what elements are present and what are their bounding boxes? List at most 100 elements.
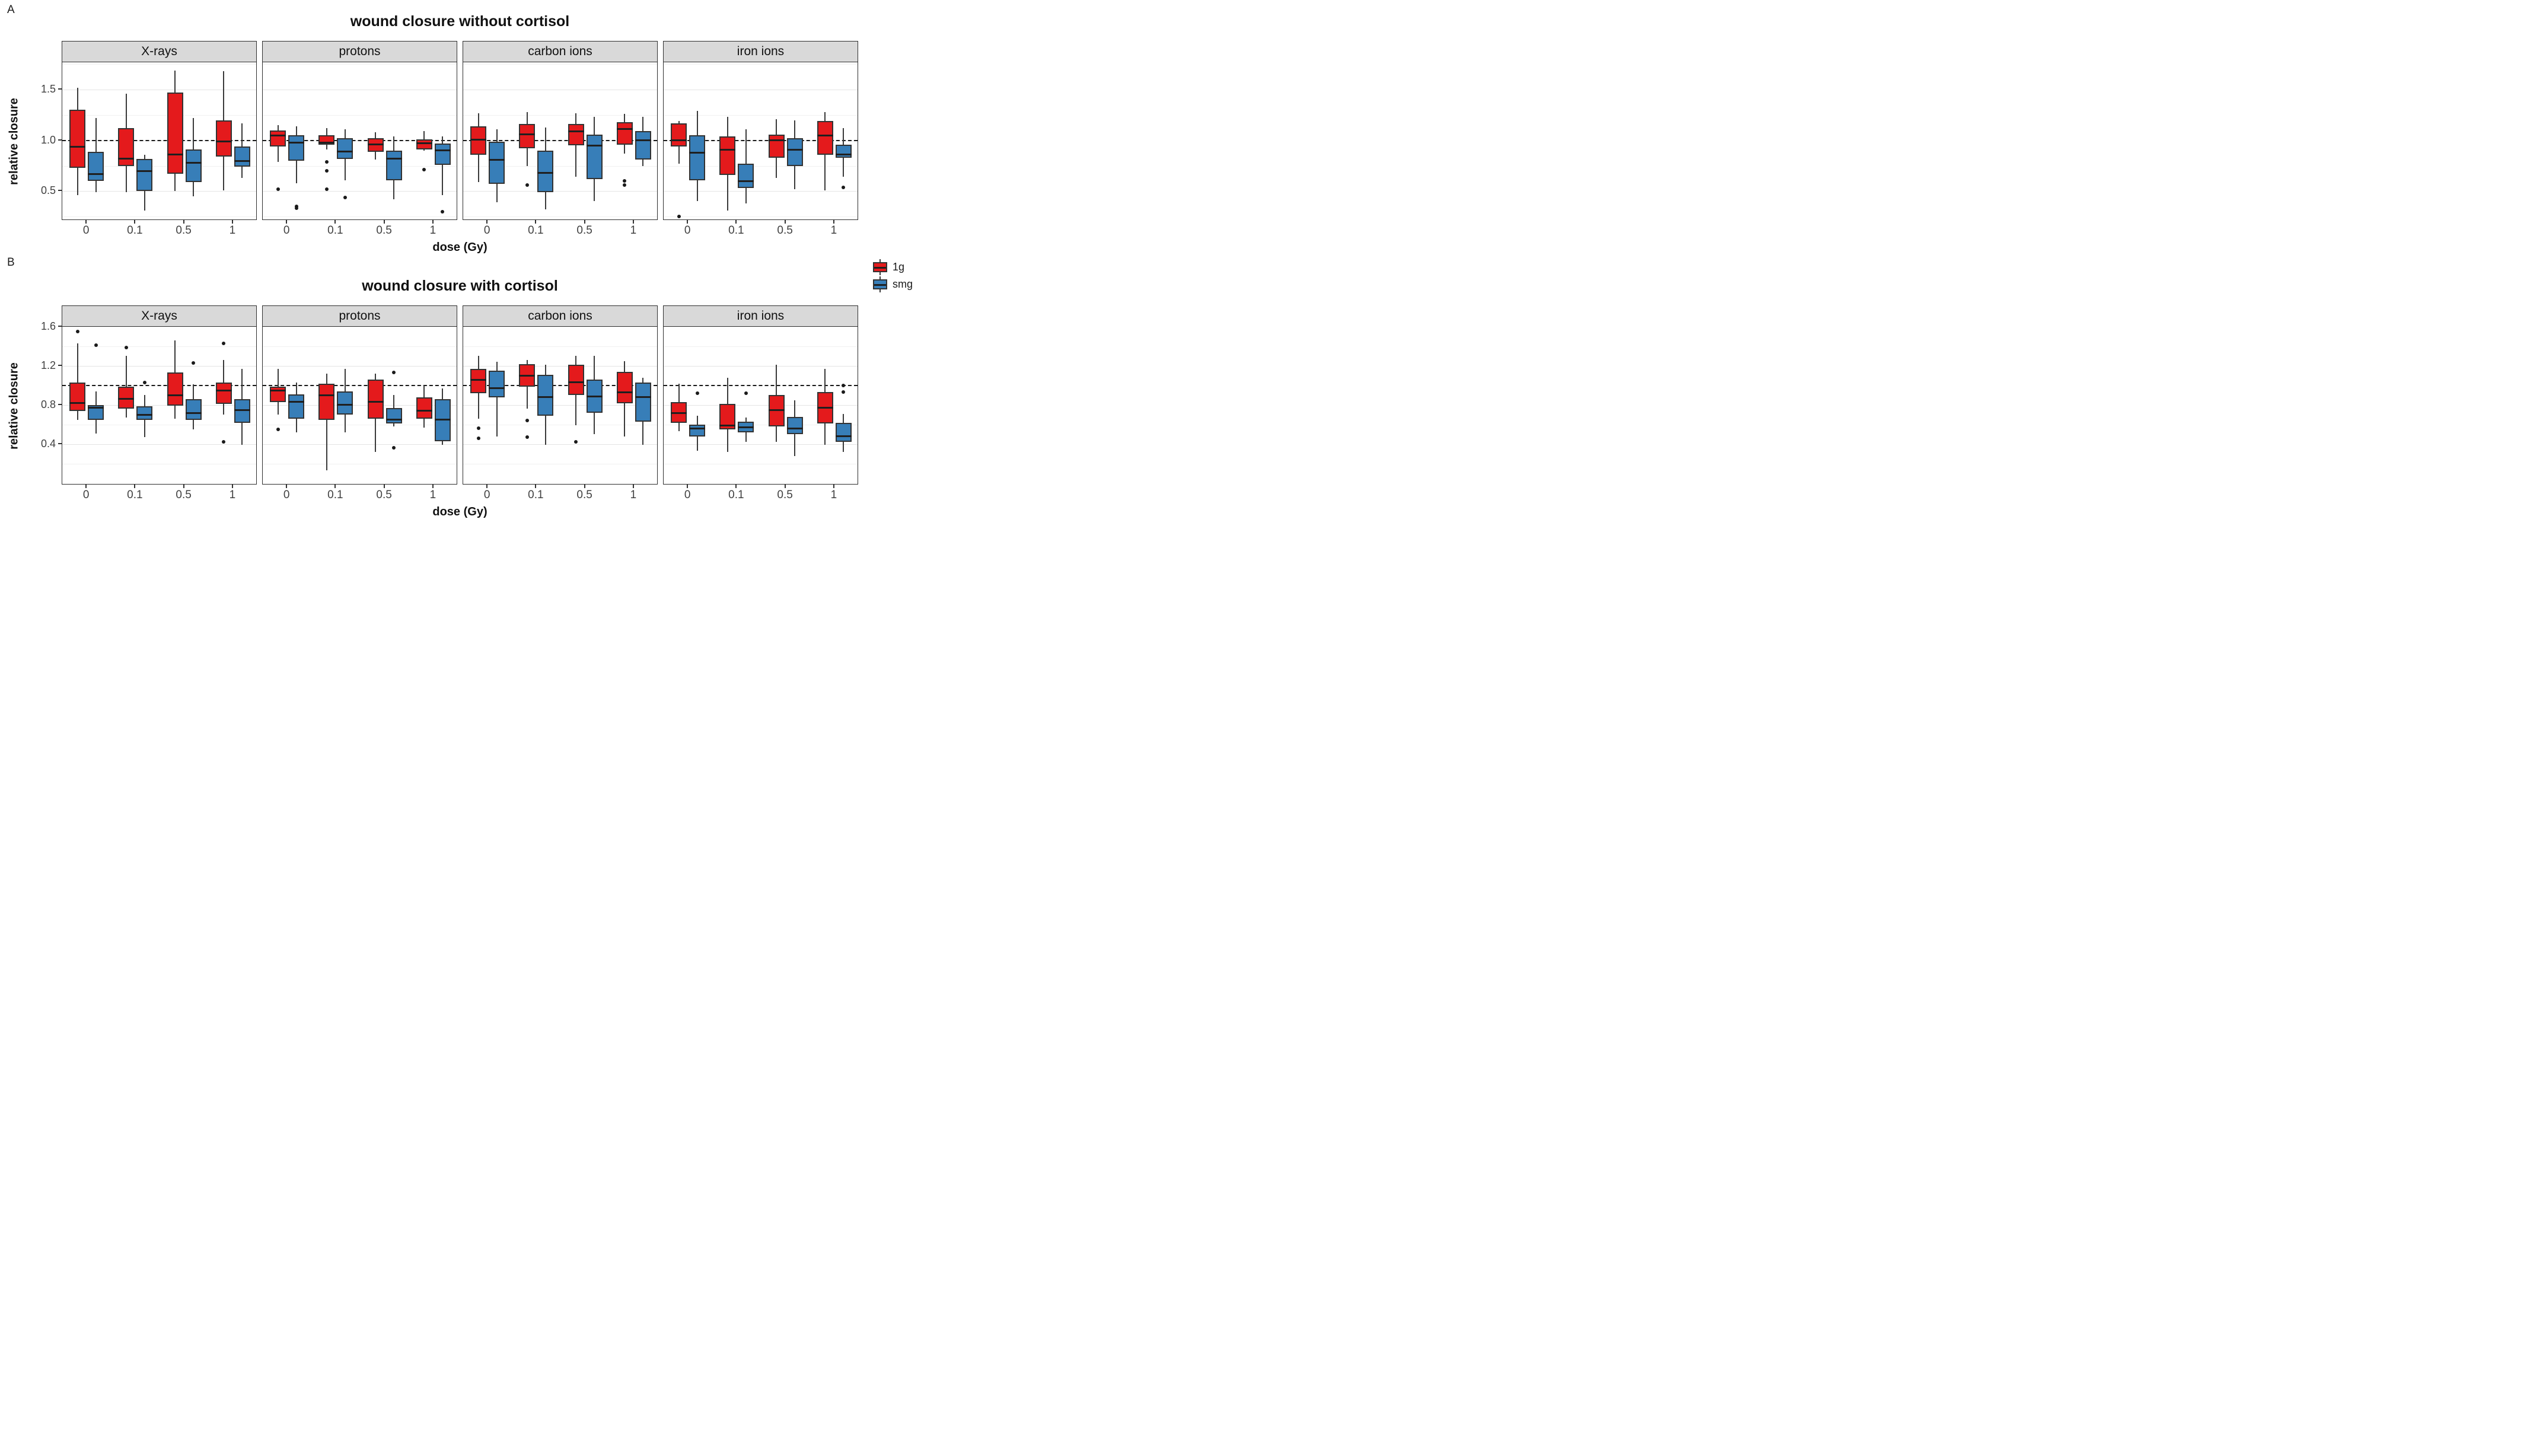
x-tick-mark [432,485,434,488]
y-tick-label: 1.0 [40,133,56,146]
x-tick-label: 0.5 [176,489,192,501]
x-axis-title: dose (Gy) [432,241,487,254]
panel-with-cortisol: wound closure with cortisol relative clo… [0,265,925,529]
x-tick-label: 0.5 [576,489,592,501]
whisker-line [442,136,444,196]
reference-line [664,384,858,386]
x-tick-mark [486,485,488,488]
outlier-point [441,209,445,214]
y-tick-mark [58,442,62,444]
gridline-minor [62,115,256,116]
boxplot-box-smg [288,135,305,161]
x-tick-label: 1 [830,489,837,501]
median-line [270,134,286,136]
x-tick-label: 1 [429,224,436,237]
whisker-line [496,362,498,437]
gridline-minor [263,115,457,116]
median-line [835,435,852,438]
facet-strip: protons [262,41,457,62]
x-tick-label: 0 [483,224,490,237]
boxplot-box-smg [835,144,852,158]
median-line [337,151,353,153]
x-tick-label: 0.1 [528,224,544,237]
median-line [318,394,335,396]
y-tick-mark [58,139,62,141]
x-tick-mark [134,485,136,488]
median-line [568,130,584,132]
outlier-point [695,391,699,396]
gridline-major [664,191,858,192]
boxplot-box-smg [835,422,852,442]
boxplot-box-smg [537,374,554,416]
x-tick-label: 1 [229,489,236,501]
gridline-major [664,365,858,367]
median-line [635,139,651,142]
legend-label: smg [893,278,913,290]
gridline-minor [263,216,457,218]
median-line [568,381,584,384]
median-line [817,407,833,409]
boxplot-box-smg [337,391,353,415]
outlier-point [142,380,146,384]
x-tick-mark [231,220,233,224]
outlier-point [574,440,578,444]
boxplot-box-1g [470,126,487,155]
wound-closure-figure: A B wound closure without cortisol relat… [0,0,925,530]
median-line [318,141,335,144]
median-line [671,139,687,142]
y-tick-label: 1.6 [40,320,56,332]
x-tick-label: 0 [684,489,691,501]
y-tick-label: 0.4 [40,437,56,450]
gridline-minor [263,165,457,167]
median-line [671,412,687,414]
median-line [635,396,651,399]
legend-item-1g: 1g [873,259,913,276]
facet-plot [62,62,257,220]
outlier-point [842,390,846,394]
boxplot-box-smg [288,394,305,419]
gridline-major [263,191,457,192]
gridline-major [463,444,657,445]
panel-letter-a: A [7,4,15,16]
x-tick-mark [735,220,737,224]
boxplot-box-smg [635,131,651,160]
gridline-minor [62,165,256,167]
whisker-line [326,374,327,471]
panel-letter-b: B [7,256,15,269]
x-tick-mark [286,485,288,488]
outlier-point [75,330,79,334]
legend-label: 1g [893,261,905,273]
x-tick-mark [383,485,385,488]
gridline-minor [664,346,858,347]
median-line [738,180,754,182]
median-line [337,404,353,406]
boxplot-box-1g [69,110,86,168]
facet-plot [463,326,658,485]
median-line [470,378,487,381]
median-line [118,398,135,400]
facet-strip: iron ions [663,41,858,62]
boxplot-box-1g [719,136,736,175]
y-tick-label: 1.2 [40,359,56,371]
outlier-point [842,185,846,189]
x-tick-label: 0.5 [176,224,192,237]
median-line [288,141,305,144]
median-line [167,394,183,396]
x-tick-label: 0 [684,224,691,237]
median-line [519,133,536,136]
gridline-major [664,404,858,406]
gridline-minor [463,165,657,167]
boxplot-box-smg [489,141,505,184]
outlier-point [294,206,298,211]
outlier-point [392,371,396,375]
x-tick-mark [183,485,184,488]
outlier-point [842,383,846,387]
boxplot-box-smg [136,406,153,420]
boxplot-box-smg [136,158,153,192]
median-line [489,387,505,390]
boxplot-box-smg [689,424,706,437]
outlier-point [677,215,681,219]
x-tick-label: 1 [630,489,637,501]
median-line [416,142,432,145]
gridline-minor [664,115,858,116]
